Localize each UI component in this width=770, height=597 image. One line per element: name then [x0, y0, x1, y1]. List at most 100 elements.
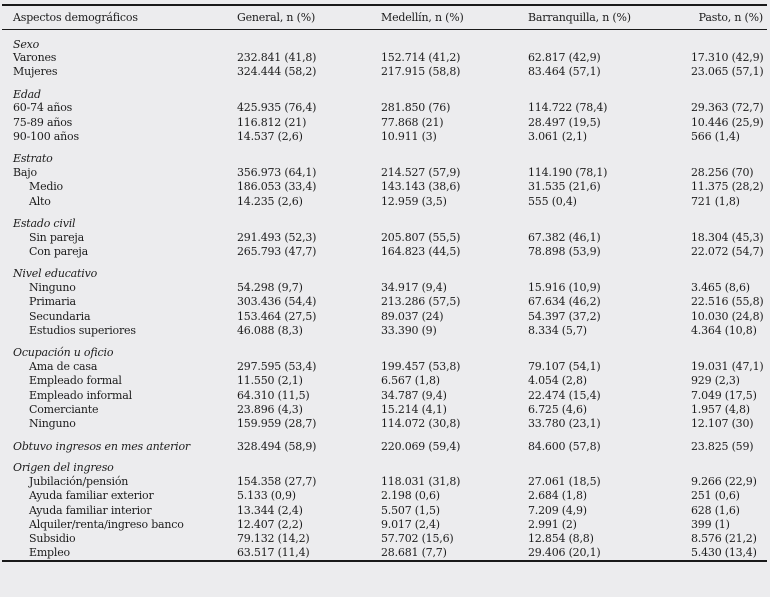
table-section: Nivel educativo Ninguno 54.298 (9,7) 34.917…	[2, 259, 767, 338]
row-value: 23.896 (4,3)	[237, 403, 303, 417]
row-value: 28.681 (7,7)	[381, 546, 447, 560]
row-value: 12.107 (30)	[691, 417, 754, 431]
section-header-value	[691, 144, 767, 166]
section-header-value	[237, 453, 381, 475]
table-row: Con pareja 265.793 (47,7) 164.823 (44,5) 78…	[2, 245, 767, 259]
row-label: 60-74 años	[13, 101, 73, 115]
row-value: 11.375 (28,2)	[691, 180, 764, 194]
row-value: 153.464 (27,5)	[237, 309, 317, 323]
row-value: 217.915 (58,8)	[381, 65, 461, 79]
row-value: 3.061 (2,1)	[528, 129, 587, 143]
row-value: 118.031 (31,8)	[381, 474, 461, 488]
row-value: 57.702 (15,6)	[381, 532, 454, 546]
row-value: 164.823 (44,5)	[381, 244, 461, 258]
row-label: Ninguno	[29, 280, 76, 294]
demographics-table-wrapper: Aspectos demográficos General, n (%) Med…	[2, 4, 767, 563]
row-label: Alto	[29, 194, 51, 208]
row-value: 54.397 (37,2)	[528, 309, 601, 323]
table-row: Ninguno 54.298 (9,7) 34.917 (9,4) 15.916 (1…	[2, 280, 767, 294]
row-value: 324.444 (58,2)	[237, 65, 317, 79]
row-value: 143.143 (38,6)	[381, 180, 461, 194]
row-value: 628 (1,6)	[691, 503, 740, 517]
row-value: 2.991 (2)	[528, 517, 577, 531]
row-value: 14.537 (2,6)	[237, 129, 303, 143]
section-header-value	[528, 453, 691, 475]
row-label: Estudios superiores	[29, 323, 136, 337]
row-value: 19.031 (47,1)	[691, 359, 764, 373]
section-header-label: Estrato	[13, 152, 53, 166]
row-value: 291.493 (52,3)	[237, 230, 317, 244]
section-header-value: 23.825 (59)	[691, 439, 754, 453]
section-header-value	[237, 209, 381, 231]
row-value: 29.406 (20,1)	[528, 546, 601, 560]
section-header-value: 328.494 (58,9)	[237, 439, 317, 453]
row-value: 214.527 (57,9)	[381, 165, 461, 179]
row-label: 75-89 años	[13, 115, 73, 129]
table-row: 75-89 años 116.812 (21) 77.868 (21) 28.497 …	[2, 115, 767, 129]
row-value: 2.684 (1,8)	[528, 489, 587, 503]
row-value: 566 (1,4)	[691, 129, 740, 143]
row-value: 31.535 (21,6)	[528, 180, 601, 194]
section-header-value	[381, 29, 528, 51]
section-header-label: Nivel educativo	[13, 267, 98, 281]
row-value: 34.787 (9,4)	[381, 388, 447, 402]
row-value: 54.298 (9,7)	[237, 280, 303, 294]
section-header-label: Origen del ingreso	[13, 461, 114, 475]
section-header-value	[237, 29, 381, 51]
table-row: Ayuda familiar interior 13.344 (2,4) 5.507…	[2, 503, 767, 517]
table-section: Ocupación u oficio Ama de casa 297.595 (53…	[2, 338, 767, 431]
table-row: Subsidio 79.132 (14,2) 57.702 (15,6) 12.854…	[2, 532, 767, 546]
row-label: Con pareja	[29, 244, 88, 258]
table-row: Empleado informal 64.310 (11,5) 34.787 (9,…	[2, 388, 767, 402]
section-header-value	[237, 79, 381, 101]
column-header-barranquilla: Barranquilla, n (%)	[528, 5, 691, 30]
row-value: 10.446 (25,9)	[691, 115, 764, 129]
row-label: Empleado formal	[29, 374, 122, 388]
row-value: 10.030 (24,8)	[691, 309, 764, 323]
row-value: 297.595 (53,4)	[237, 359, 317, 373]
section-header-row: Edad	[2, 79, 767, 101]
row-value: 14.235 (2,6)	[237, 194, 303, 208]
section-header-label: Estado civil	[13, 217, 76, 231]
row-label: Ayuda familiar interior	[29, 503, 152, 517]
section-header-value	[237, 338, 381, 360]
row-label: Empleo	[29, 546, 70, 560]
row-label: Alquiler/renta/ingreso banco	[29, 517, 184, 531]
section-header-value	[528, 29, 691, 51]
row-value: 22.474 (15,4)	[528, 388, 601, 402]
row-value: 721 (1,8)	[691, 194, 740, 208]
row-label: Mujeres	[13, 65, 58, 79]
table-header: Aspectos demográficos General, n (%) Med…	[2, 5, 767, 30]
row-label: Comerciante	[29, 403, 99, 417]
row-label: Ama de casa	[29, 359, 98, 373]
row-value: 15.214 (4,1)	[381, 403, 447, 417]
row-value: 79.107 (54,1)	[528, 359, 601, 373]
header-row: Aspectos demográficos General, n (%) Med…	[2, 5, 767, 30]
row-value: 3.465 (8,6)	[691, 280, 750, 294]
row-value: 10.911 (3)	[381, 129, 437, 143]
row-value: 4.364 (10,8)	[691, 323, 757, 337]
row-value: 12.407 (2,2)	[237, 517, 303, 531]
row-value: 64.310 (11,5)	[237, 388, 310, 402]
table-row: 60-74 años 425.935 (76,4) 281.850 (76) 114.…	[2, 101, 767, 115]
row-value: 83.464 (57,1)	[528, 65, 601, 79]
row-label: Bajo	[13, 165, 37, 179]
table-section: Origen del ingreso Jubilación/pensión 154.…	[2, 453, 767, 561]
table-section: Estado civil Sin pareja 291.493 (52,3) 205.…	[2, 209, 767, 259]
row-value: 213.286 (57,5)	[381, 295, 461, 309]
row-value: 63.517 (11,4)	[237, 546, 310, 560]
row-value: 425.935 (76,4)	[237, 101, 317, 115]
row-value: 28.256 (70)	[691, 165, 754, 179]
row-value: 199.457 (53,8)	[381, 359, 461, 373]
section-header-value	[528, 259, 691, 281]
section-header-value	[691, 259, 767, 281]
section-header-value	[691, 79, 767, 101]
table-row: 90-100 años 14.537 (2,6) 10.911 (3) 3.061 (…	[2, 130, 767, 144]
table-section: Obtuvo ingresos en mes anterior 328.494 (…	[2, 431, 767, 453]
row-value: 232.841 (41,8)	[237, 50, 317, 64]
section-header-row: Estrato	[2, 144, 767, 166]
row-value: 9.266 (22,9)	[691, 474, 757, 488]
row-value: 33.390 (9)	[381, 323, 437, 337]
row-label: Secundaria	[29, 309, 91, 323]
table-row: Estudios superiores 46.088 (8,3) 33.390 (9…	[2, 324, 767, 338]
